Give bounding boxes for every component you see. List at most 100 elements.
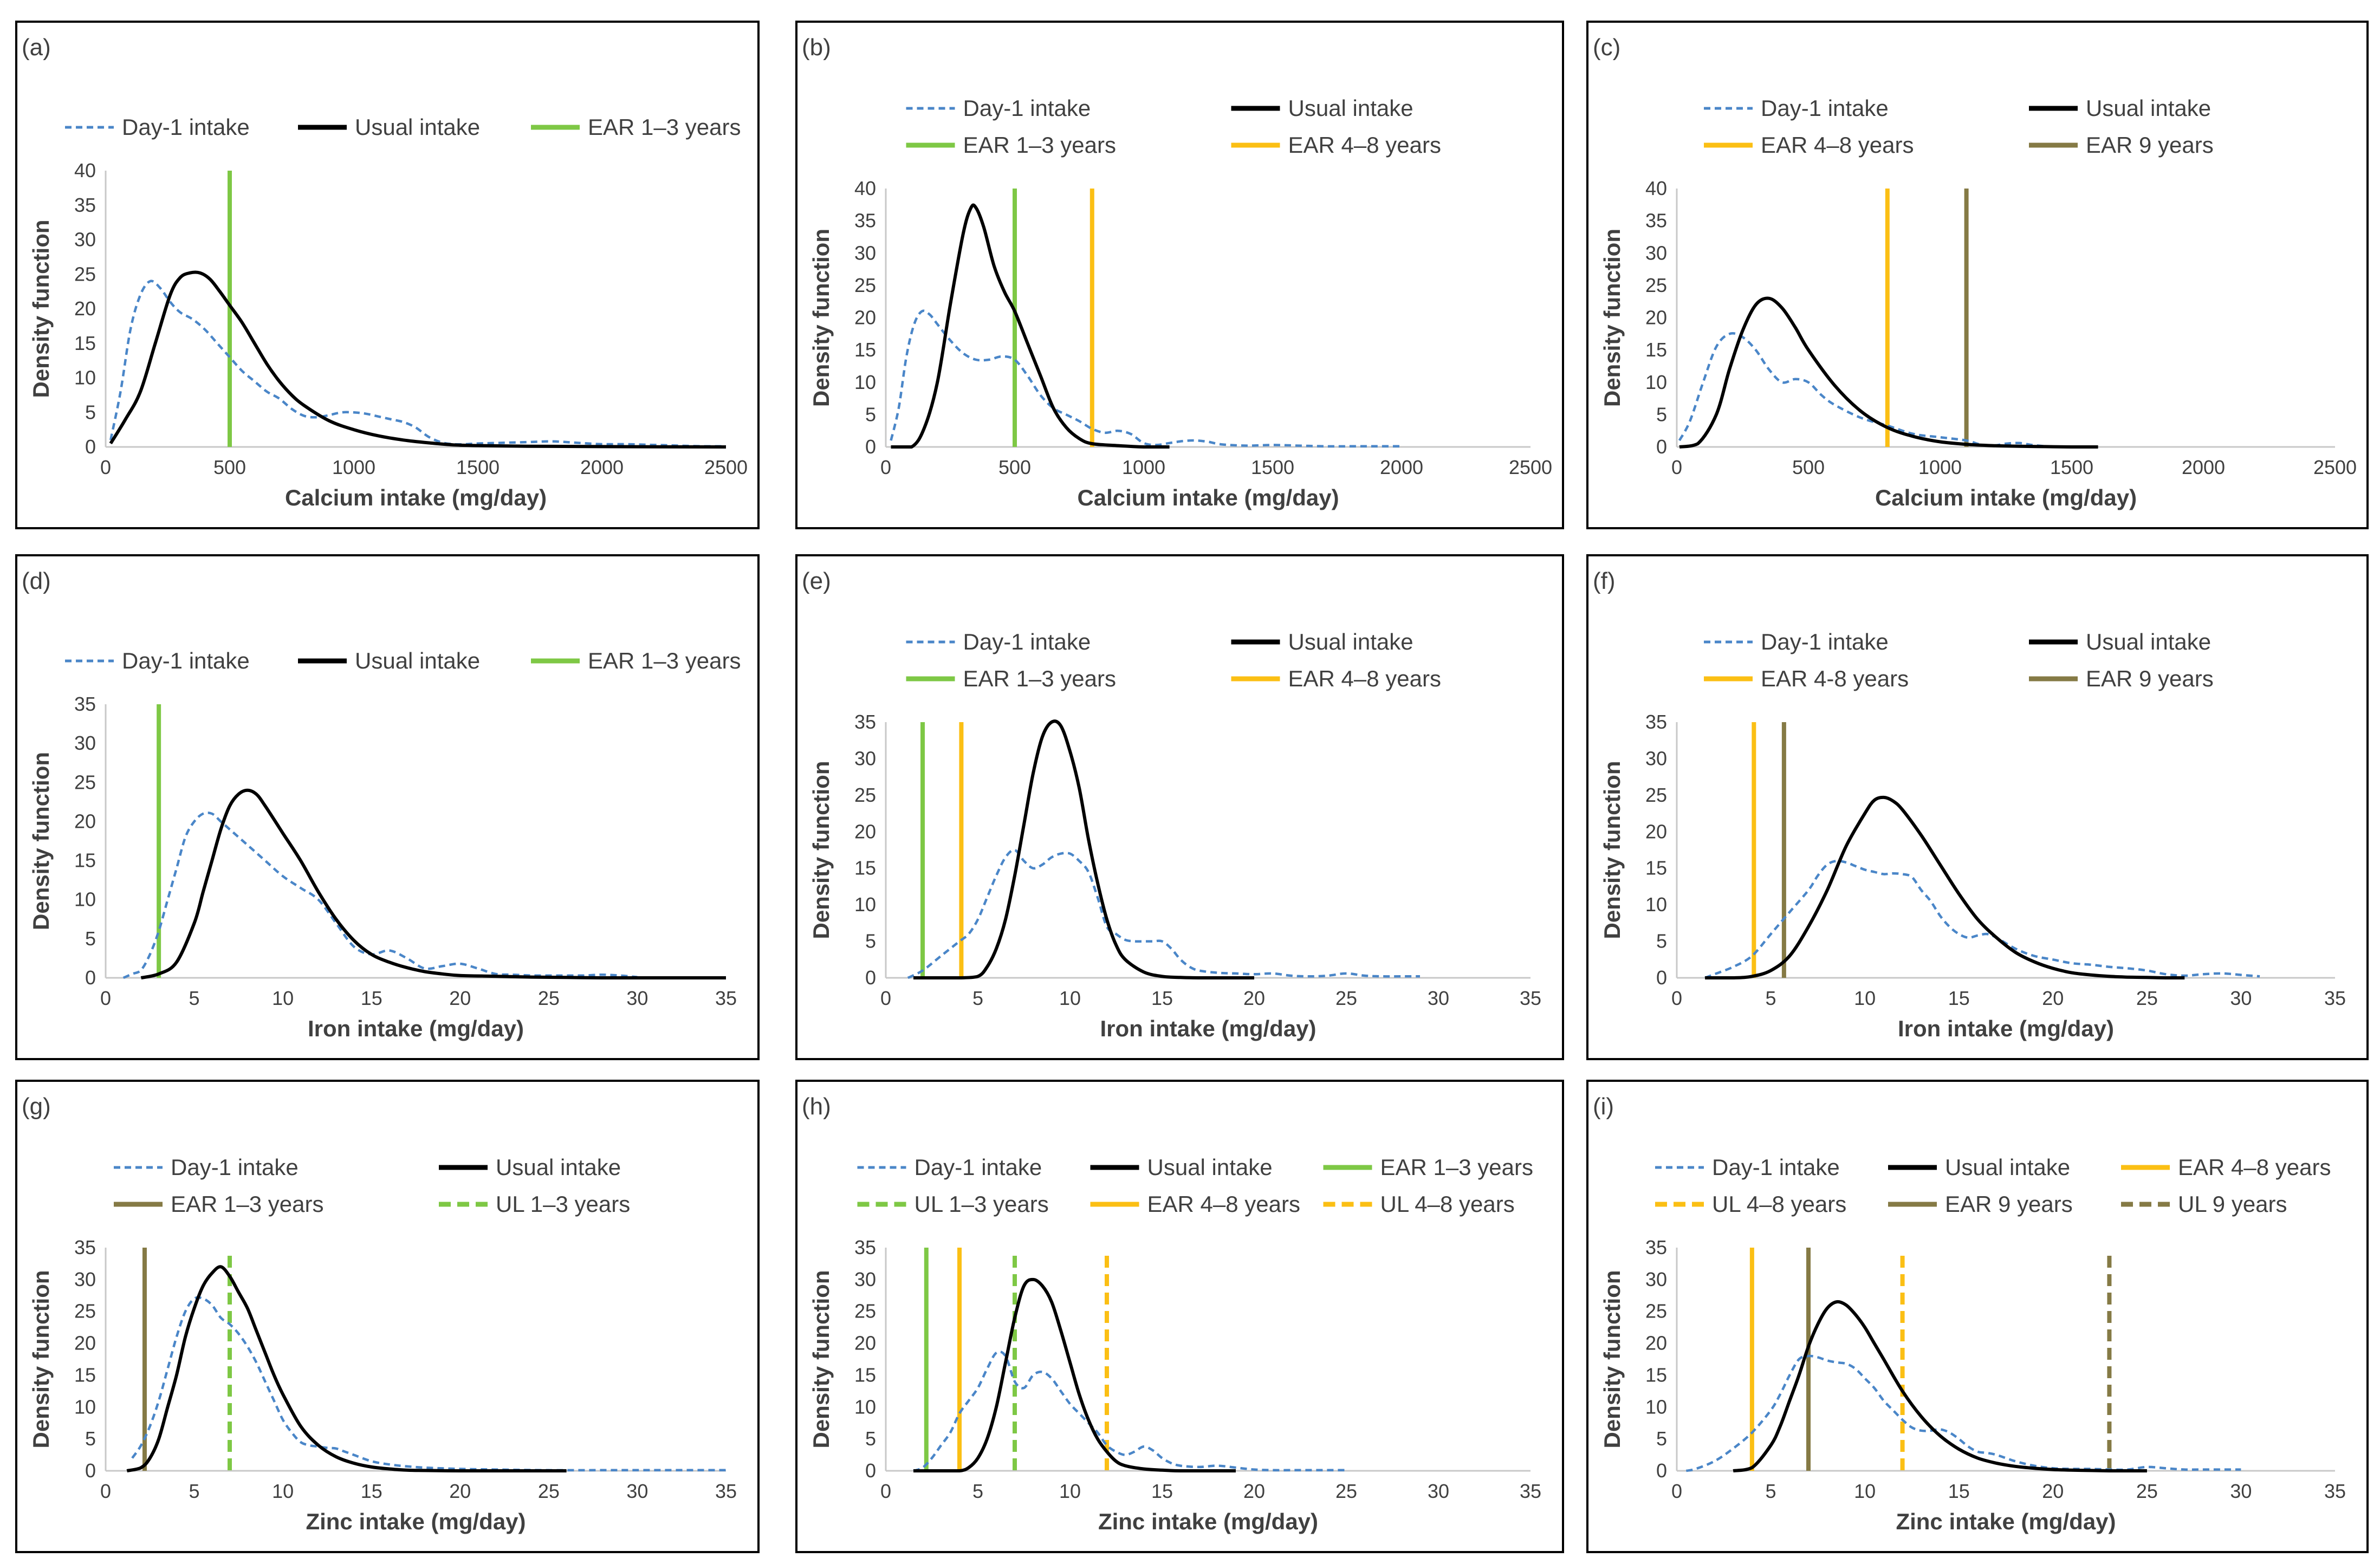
series-day-1-intake — [122, 811, 638, 979]
y-tick-label: 30 — [74, 1268, 96, 1290]
legend-entry-ear-1-3-years: EAR 1–3 years — [114, 1191, 323, 1217]
y-tick-label: 30 — [74, 732, 96, 754]
y-tick-label: 15 — [74, 849, 96, 872]
legend-label: EAR 9 years — [2086, 132, 2214, 158]
legend-label: EAR 1–3 years — [963, 132, 1116, 158]
y-tick-label: 35 — [854, 711, 876, 733]
legend-label: Day-1 intake — [1761, 629, 1889, 654]
y-tick-label: 25 — [74, 1300, 96, 1322]
legend-label: UL 4–8 years — [1380, 1191, 1515, 1217]
panel-label: (f) — [1593, 568, 1616, 594]
x-tick-label: 1000 — [332, 456, 375, 478]
x-tick-label: 0 — [100, 987, 111, 1009]
legend-entry-ul-4-8-years: UL 4–8 years — [1323, 1191, 1515, 1217]
x-tick-label: 15 — [1948, 1480, 1970, 1502]
y-tick-label: 10 — [1645, 893, 1667, 916]
legend-entry-ul-1-3-years: UL 1–3 years — [439, 1191, 630, 1217]
x-tick-label: 2000 — [1380, 456, 1423, 478]
legend-label: Usual intake — [1147, 1154, 1273, 1180]
y-tick-label: 30 — [854, 242, 876, 264]
y-tick-label: 20 — [74, 810, 96, 832]
y-tick-label: 5 — [85, 927, 96, 950]
legend-entry-day-1-intake: Day-1 intake — [906, 95, 1091, 121]
y-tick-label: 5 — [85, 401, 96, 423]
x-tick-label: 20 — [2042, 1480, 2064, 1502]
panel-frame — [795, 554, 1564, 1060]
y-tick-label: 5 — [865, 403, 876, 425]
y-tick-label: 15 — [74, 332, 96, 354]
y-tick-label: 20 — [854, 820, 876, 842]
x-axis-title: Zinc intake (mg/day) — [1896, 1509, 2116, 1534]
legend-entry-usual-intake: Usual intake — [439, 1154, 621, 1180]
y-tick-label: 10 — [1645, 371, 1667, 393]
legend-entry-ear-9-years: EAR 9 years — [2029, 132, 2214, 158]
y-tick-label: 40 — [74, 159, 96, 181]
x-tick-label: 25 — [538, 987, 560, 1009]
x-tick-label: 0 — [100, 1480, 111, 1502]
y-tick-label: 0 — [865, 966, 876, 989]
panel-frame — [15, 554, 760, 1060]
series-usual-intake — [1679, 296, 2098, 449]
series-day-1-intake — [109, 280, 727, 448]
y-tick-label: 15 — [854, 339, 876, 361]
legend-entry-ear-4-8-years: EAR 4–8 years — [1090, 1191, 1300, 1217]
x-tick-label: 500 — [1792, 456, 1825, 478]
panel-i: (i) Day-1 intake Usual intake EAR 4–8 years… — [1586, 1080, 2369, 1553]
legend-entry-day-1-intake: Day-1 intake — [65, 648, 250, 673]
legend-entry-usual-intake: Usual intake — [1231, 95, 1413, 121]
y-tick-label: 35 — [1645, 1236, 1667, 1258]
x-tick-label: 30 — [626, 1480, 648, 1502]
legend-entry-ear-9-years: EAR 9 years — [1888, 1191, 2073, 1217]
y-tick-label: 10 — [854, 893, 876, 916]
y-tick-label: 15 — [1645, 857, 1667, 879]
y-tick-label: 10 — [74, 888, 96, 911]
panel-h: (h) Day-1 intake Usual intake EAR 1–3 years… — [795, 1080, 1564, 1553]
x-axis-title: Calcium intake (mg/day) — [285, 485, 547, 510]
y-tick-label: 35 — [74, 194, 96, 216]
y-tick-label: 20 — [1645, 1332, 1667, 1354]
legend-label: EAR 4–8 years — [1761, 132, 1914, 158]
y-tick-label: 35 — [1645, 210, 1667, 232]
x-tick-label: 35 — [715, 1480, 737, 1502]
y-tick-label: 20 — [854, 1332, 876, 1354]
x-tick-label: 2500 — [1509, 456, 1552, 478]
panel-frame — [1586, 1080, 2369, 1553]
panel-g: (g) Day-1 intake Usual intake EAR 1–3 years… — [15, 1080, 760, 1553]
panel-c: (c) Day-1 intake Usual intake EAR 4–8 years… — [1586, 21, 2369, 529]
x-tick-label: 1500 — [2050, 456, 2093, 478]
panel-label: (h) — [802, 1093, 831, 1120]
x-tick-label: 1000 — [1122, 456, 1165, 478]
y-tick-label: 10 — [854, 1396, 876, 1418]
y-axis-title: Density function — [28, 752, 54, 930]
y-tick-label: 25 — [74, 263, 96, 285]
x-tick-label: 35 — [715, 987, 737, 1009]
x-axis-title: Calcium intake (mg/day) — [1077, 485, 1339, 510]
y-tick-label: 25 — [1645, 784, 1667, 806]
series-usual-intake — [126, 1265, 567, 1473]
x-tick-label: 0 — [1671, 987, 1682, 1009]
x-axis-title: Zinc intake (mg/day) — [306, 1509, 526, 1534]
y-tick-label: 25 — [1645, 274, 1667, 296]
legend-label: Usual intake — [1288, 629, 1413, 654]
x-tick-label: 25 — [538, 1480, 560, 1502]
legend-label: Usual intake — [1288, 95, 1413, 121]
x-tick-label: 1500 — [1251, 456, 1294, 478]
y-tick-label: 20 — [74, 297, 96, 320]
x-axis-title: Calcium intake (mg/day) — [1875, 485, 2137, 510]
y-tick-label: 10 — [854, 371, 876, 393]
y-tick-label: 0 — [85, 436, 96, 458]
y-tick-label: 15 — [74, 1364, 96, 1386]
y-tick-label: 5 — [865, 1427, 876, 1450]
x-tick-label: 20 — [449, 1480, 471, 1502]
panel-d: (d) Day-1 intake Usual intake EAR 1–3 years… — [15, 554, 760, 1060]
y-tick-label: 20 — [74, 1332, 96, 1354]
x-tick-label: 1000 — [1918, 456, 1962, 478]
legend-entry-usual-intake: Usual intake — [1090, 1154, 1273, 1180]
y-tick-label: 5 — [865, 930, 876, 952]
panel-f: (f) Day-1 intake Usual intake EAR 4-8 years… — [1586, 554, 2369, 1060]
y-tick-label: 10 — [74, 1396, 96, 1418]
x-tick-label: 5 — [189, 1480, 200, 1502]
y-axis-title: Density function — [1599, 761, 1625, 939]
panel-label: (c) — [1593, 34, 1620, 61]
